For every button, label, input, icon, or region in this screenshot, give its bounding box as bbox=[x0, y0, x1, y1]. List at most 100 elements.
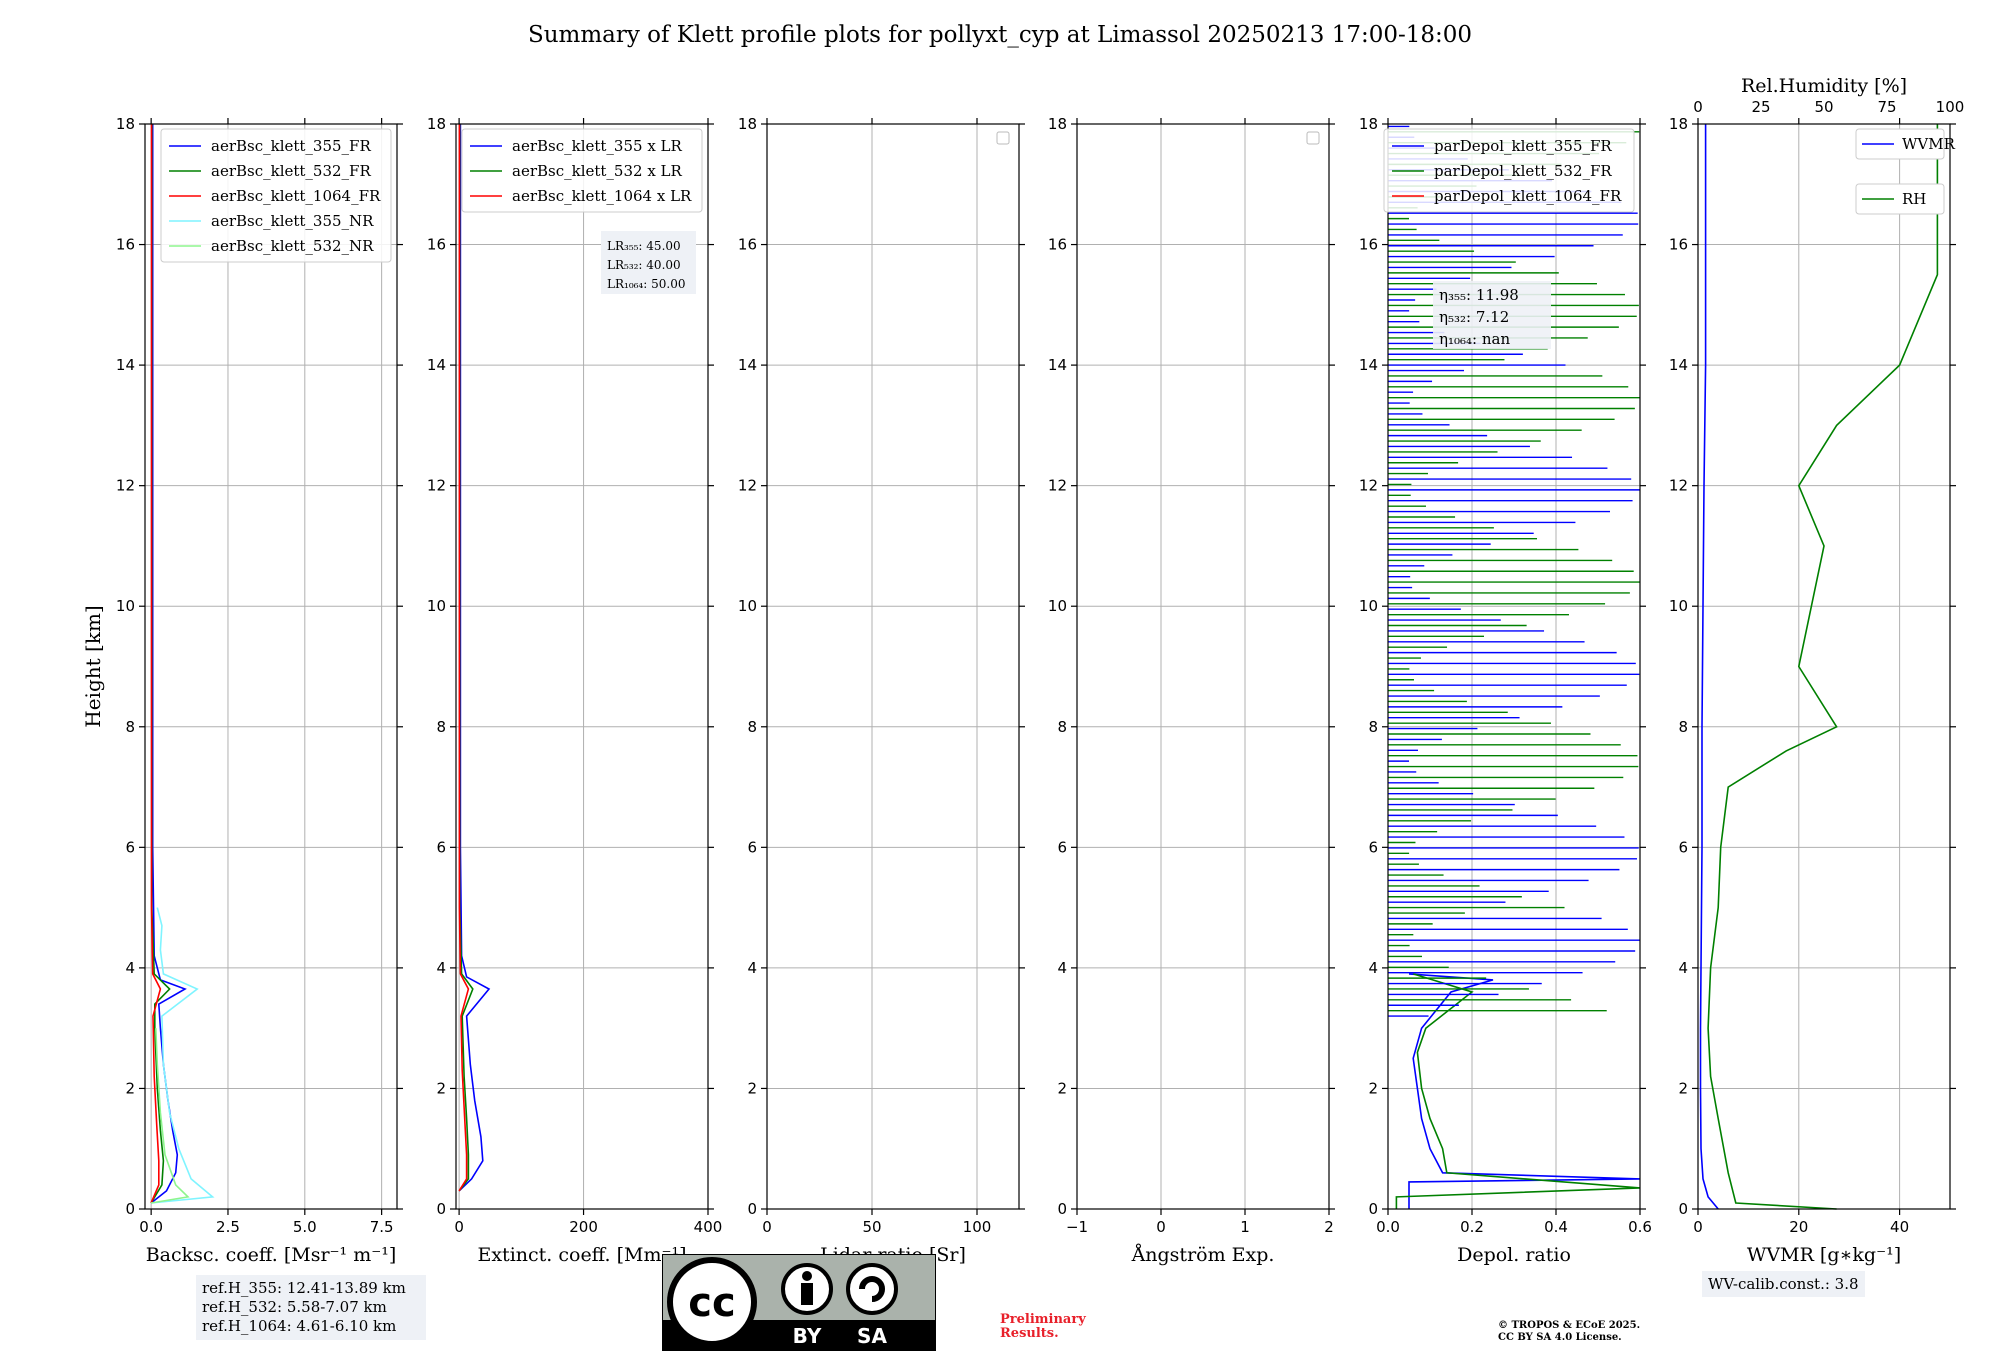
preliminary-line-1: Preliminary bbox=[1000, 1312, 1086, 1327]
x-axis-label: Ångström Exp. bbox=[1131, 1244, 1275, 1266]
xtick-label: 0 bbox=[1693, 1218, 1703, 1236]
preliminary-results-note: Preliminary Results. bbox=[1000, 1313, 1120, 1341]
series-line-parDepol_klett_355_FR bbox=[1408, 973, 1641, 1209]
lidar-ratio-annotation: LR₃₅₅: 45.00 bbox=[607, 239, 681, 253]
ytick-label: 16 bbox=[1359, 236, 1378, 254]
legend-box bbox=[1855, 128, 1945, 160]
copyright-line-1: © TROPOS & ECoE 2025. bbox=[1498, 1320, 1641, 1331]
axes-frame bbox=[455, 123, 709, 1210]
panel-6 bbox=[1692, 118, 1956, 1215]
xtick-label: 0.2 bbox=[1460, 1218, 1484, 1236]
ytick-label: 10 bbox=[1048, 597, 1067, 615]
xtick-label: 20 bbox=[1789, 1218, 1808, 1236]
xtick-label: 0.0 bbox=[139, 1218, 163, 1236]
ytick-label: 10 bbox=[1669, 597, 1688, 615]
legend-box bbox=[160, 128, 392, 263]
ytick-label: 6 bbox=[125, 838, 135, 856]
ytick-label: 0 bbox=[747, 1200, 757, 1218]
ytick-label: 8 bbox=[436, 718, 446, 736]
xtick-label: 2.5 bbox=[216, 1218, 240, 1236]
by-body-icon bbox=[801, 1283, 813, 1305]
ytick-label: 8 bbox=[1678, 718, 1688, 736]
xtick-label: 1 bbox=[1240, 1218, 1250, 1236]
ytick-label: 16 bbox=[1048, 236, 1067, 254]
xtick-label: 0.6 bbox=[1628, 1218, 1652, 1236]
ytick-label: 14 bbox=[738, 356, 757, 374]
sa-label: SA bbox=[857, 1324, 887, 1348]
ytick-label: 8 bbox=[747, 718, 757, 736]
series-line-parDepol_klett_532_FR bbox=[1395, 973, 1641, 1209]
legend-entry: aerBsc_klett_1064_FR bbox=[211, 187, 381, 205]
ytick-label: 2 bbox=[1368, 1079, 1378, 1097]
xtick-label: 2 bbox=[1324, 1218, 1334, 1236]
ytick-label: 2 bbox=[125, 1079, 135, 1097]
ytick-label: 0 bbox=[1678, 1200, 1688, 1218]
xtick-label: 5.0 bbox=[293, 1218, 317, 1236]
ytick-label: 8 bbox=[1057, 718, 1067, 736]
top-xtick-label: 100 bbox=[1936, 98, 1965, 116]
axes-frame bbox=[144, 123, 398, 1210]
legend-entry: aerBsc_klett_355_NR bbox=[211, 212, 374, 230]
legend-entry: aerBsc_klett_355_FR bbox=[211, 137, 371, 155]
legend-entry: parDepol_klett_355_FR bbox=[1434, 137, 1612, 155]
x-axis-label: Depol. ratio bbox=[1457, 1244, 1571, 1266]
ytick-label: 18 bbox=[116, 115, 135, 133]
xtick-label: 0.0 bbox=[1376, 1218, 1400, 1236]
ytick-label: 4 bbox=[436, 959, 446, 977]
legend-entry: aerBsc_klett_532_FR bbox=[211, 162, 371, 180]
series-line-RH bbox=[1707, 124, 1939, 1210]
ytick-label: 4 bbox=[1368, 959, 1378, 977]
xtick-label: 100 bbox=[963, 1218, 992, 1236]
ytick-label: 12 bbox=[1048, 477, 1067, 495]
xtick-label: 0.4 bbox=[1544, 1218, 1568, 1236]
x-axis-label: Backsc. coeff. [Msr⁻¹ m⁻¹] bbox=[146, 1244, 397, 1266]
legend-entry: aerBsc_klett_1064 x LR bbox=[512, 187, 692, 205]
by-head-icon bbox=[802, 1271, 812, 1281]
legend-entry: WVMR bbox=[1902, 135, 1956, 153]
xtick-label: 40 bbox=[1890, 1218, 1909, 1236]
ytick-label: 0 bbox=[1057, 1200, 1067, 1218]
ytick-label: 2 bbox=[1678, 1079, 1688, 1097]
xtick-label: 400 bbox=[694, 1218, 723, 1236]
ytick-label: 18 bbox=[1669, 115, 1688, 133]
xtick-label: 0 bbox=[454, 1218, 464, 1236]
cc-logo-text: cc bbox=[688, 1280, 735, 1326]
legend-entry: RH bbox=[1902, 190, 1926, 208]
ref-height-532: ref.H_532: 5.58-7.07 km bbox=[202, 1298, 387, 1316]
ytick-label: 16 bbox=[116, 236, 135, 254]
ytick-label: 10 bbox=[427, 597, 446, 615]
panel-3 bbox=[761, 118, 1025, 1215]
ytick-label: 14 bbox=[1669, 356, 1688, 374]
ytick-label: 6 bbox=[747, 838, 757, 856]
axes-frame bbox=[766, 123, 1020, 1210]
legend-box bbox=[1383, 128, 1635, 213]
legend-entry: aerBsc_klett_355 x LR bbox=[512, 137, 683, 155]
cc-license-badge: cc BY SA bbox=[662, 1254, 936, 1351]
legend-entry: parDepol_klett_1064_FR bbox=[1434, 187, 1622, 205]
xtick-label: 0 bbox=[762, 1218, 772, 1236]
ytick-label: 18 bbox=[1048, 115, 1067, 133]
depol-annotation: η₅₃₂: 7.12 bbox=[1439, 308, 1509, 326]
empty-legend-box bbox=[1306, 131, 1320, 145]
ytick-label: 6 bbox=[1368, 838, 1378, 856]
legend-box bbox=[461, 128, 703, 213]
xtick-label: 50 bbox=[862, 1218, 881, 1236]
ytick-label: 8 bbox=[1368, 718, 1378, 736]
xtick-label: 200 bbox=[569, 1218, 598, 1236]
axes-frame bbox=[1697, 123, 1951, 1210]
ytick-label: 10 bbox=[116, 597, 135, 615]
y-axis-label: Height [km] bbox=[81, 605, 105, 727]
ytick-label: 4 bbox=[747, 959, 757, 977]
depol-annotation: η₃₅₅: 11.98 bbox=[1439, 286, 1519, 304]
ytick-label: 14 bbox=[1048, 356, 1067, 374]
ref-height-355: ref.H_355: 12.41-13.89 km bbox=[202, 1279, 406, 1297]
top-xtick-label: 50 bbox=[1814, 98, 1833, 116]
axes-frame bbox=[1387, 123, 1641, 1210]
lidar-ratio-annotation: LR₁₀₆₄: 50.00 bbox=[607, 277, 685, 291]
x-axis-label: WVMR [g∗kg⁻¹] bbox=[1747, 1244, 1901, 1266]
series-line-aerBsc_klett_1064 x LR bbox=[458, 124, 470, 1192]
ytick-label: 2 bbox=[436, 1079, 446, 1097]
panel-4 bbox=[1071, 118, 1335, 1215]
copyright-note: © TROPOS & ECoE 2025. CC BY SA 4.0 Licen… bbox=[1498, 1320, 1698, 1344]
